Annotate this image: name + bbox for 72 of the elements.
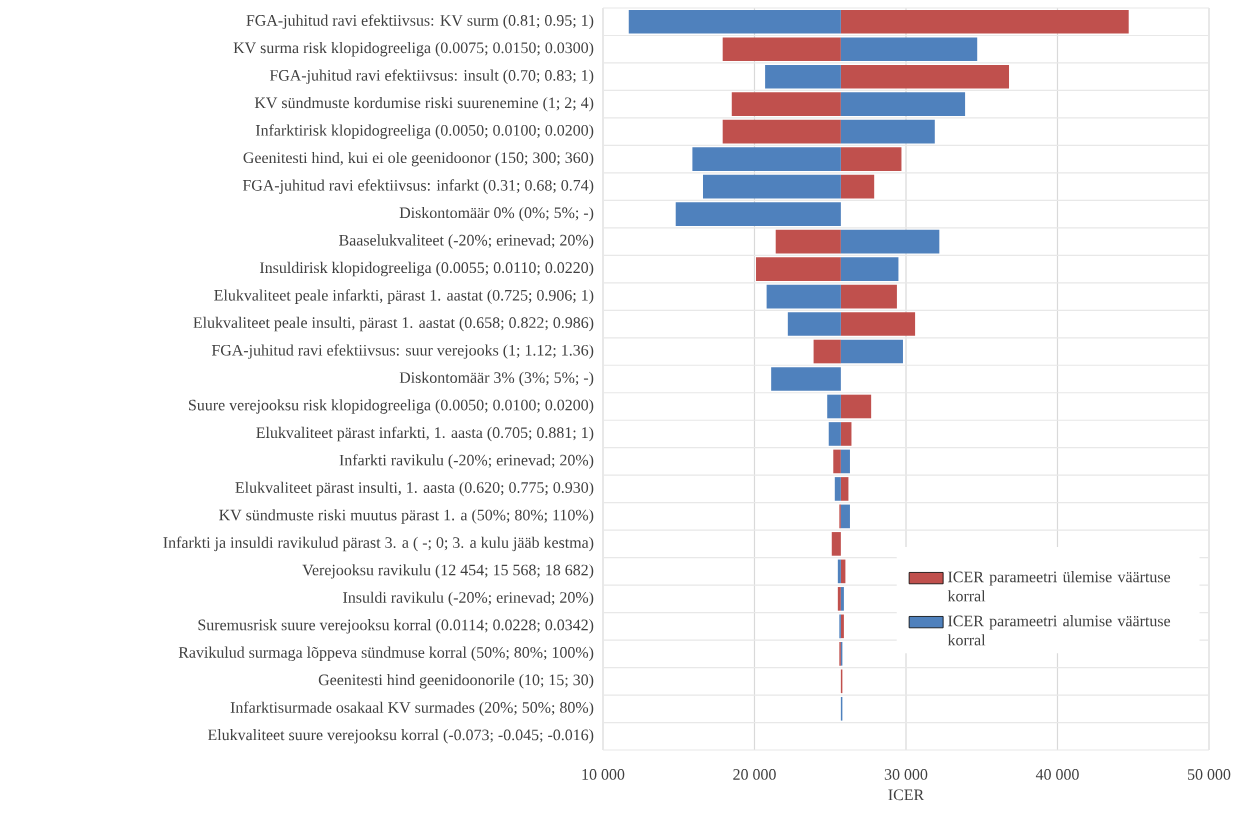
bar xyxy=(840,229,940,254)
y-tick-label: Ravikulud surmaga lõppeva sündmuse korral (50%; 80%; 100%) xyxy=(178,646,594,662)
y-tick-label: Suure verejooksu risk klopidogreeliga (0.0050; 0.0100; 0.0200) xyxy=(189,399,594,414)
y-tick-label: Infarktisurmade osakaal KV surmades (20%; 50%; 80%) xyxy=(230,701,594,717)
bar xyxy=(840,284,897,309)
y-tick-label: KV sündmuste kordumise riski suurenemine (1; 2; 4) xyxy=(254,96,594,112)
bar xyxy=(840,119,935,144)
bar xyxy=(722,37,841,62)
y-tick-label: Insuldirisk klopidogreeliga (0.0055; 0.0110; 0.0220) xyxy=(259,261,594,277)
x-tick-label: 50 000 xyxy=(1188,769,1231,780)
y-tick-label: Diskontomäär 3% (3%; 5%; -) xyxy=(399,371,594,387)
bar xyxy=(775,229,841,254)
y-tick-label: Elukvaliteet peale infarkti, pärast 1. aastat (0.725; 0.906; 1) xyxy=(214,289,594,304)
bar xyxy=(840,477,849,501)
y-tick-label: Geenitesti hind geenidoonorile (10; 15; 30) xyxy=(318,674,594,689)
bar xyxy=(840,394,872,419)
x-axis-title: ICER xyxy=(888,789,925,801)
bar xyxy=(765,64,841,89)
y-tick-label: Baaselukvaliteet (-20%; erinevad; 20%) xyxy=(339,234,594,249)
y-tick-label: Geenitesti hind, kui ei ole geenidoonor (150; 300; 360) xyxy=(243,151,594,167)
bar xyxy=(840,257,899,281)
bar xyxy=(692,147,841,171)
y-tick-label: FGA-juhitud ravi efektiivsus: infarkt (0.31; 0.68; 0.74) xyxy=(242,179,594,194)
x-tick-label: 30 000 xyxy=(884,769,928,780)
bar xyxy=(831,532,841,556)
bar xyxy=(834,477,841,501)
bar xyxy=(840,449,850,474)
y-tick-label: Diskontomäär 0% (0%; 5%; -) xyxy=(399,206,594,222)
y-tick-label: KV surma risk klopidogreeliga (0.0075; 0.0150; 0.0300) xyxy=(233,41,594,57)
bar xyxy=(840,9,1129,34)
bar xyxy=(840,422,852,446)
bar xyxy=(840,312,916,336)
bar xyxy=(787,312,841,336)
y-tick-label: Infarkti ja insuldi ravikulud pärast 3. a ( -; 0; 3. a kulu jääb kestma) xyxy=(163,536,594,552)
y-tick-label: FGA-juhitud ravi efektiivsus: suur verejooks (1; 1.12; 1.36) xyxy=(211,344,594,359)
x-tick-label: 40 000 xyxy=(1035,769,1079,780)
y-tick-label: FGA-juhitud ravi efektiivsus: KV surm (0.81; 0.95; 1) xyxy=(246,14,594,30)
bar xyxy=(840,64,1010,89)
y-tick-label: FGA-juhitud ravi efektiivsus: insult (0.70; 0.83; 1) xyxy=(269,69,594,85)
bar xyxy=(840,174,875,199)
bar xyxy=(827,394,841,419)
y-tick-label: Elukvaliteet pärast insulti, 1. aasta (0.620; 0.775; 0.930) xyxy=(235,481,594,497)
y-tick-label: Suremusrisk suure verejooksu korral (0.0114; 0.0228; 0.0342) xyxy=(198,619,594,634)
bar xyxy=(840,147,902,171)
bar xyxy=(840,37,978,62)
x-tick-label: 20 000 xyxy=(733,769,776,780)
y-tick-label: Infarkti ravikulu (-20%; erinevad; 20%) xyxy=(339,454,594,469)
y-tick-label: Verejooksu ravikulu (12 454; 15 568; 18 682) xyxy=(302,564,594,579)
y-tick-label: Infarktirisk klopidogreeliga (0.0050; 0.0100; 0.0200) xyxy=(255,124,594,139)
x-tick-label: 10 000 xyxy=(582,769,625,780)
y-tick-label: Elukvaliteet pärast infarkti, 1. aasta (0.705; 0.881; 1) xyxy=(256,426,594,442)
bar xyxy=(702,174,841,199)
bar xyxy=(771,367,841,391)
legend-label: ICER parameetri ülemise väärtuse korral xyxy=(947,571,1171,602)
bar xyxy=(756,257,841,281)
bar xyxy=(731,92,841,116)
bar xyxy=(833,449,841,474)
bar xyxy=(675,202,841,226)
bar xyxy=(828,422,841,446)
bar xyxy=(840,339,903,364)
bar xyxy=(628,9,841,34)
y-tick-label: KV sündmuste riski muutus pärast 1. a (50%; 80%; 110%) xyxy=(219,509,594,524)
legend-label: ICER parameetri alumise väärtuse korral xyxy=(947,615,1171,646)
bar xyxy=(766,284,841,309)
bar xyxy=(813,339,841,364)
bar xyxy=(837,559,841,584)
bar xyxy=(840,92,966,116)
y-tick-label: Elukvaliteet peale insulti, pärast 1. aastat (0.658; 0.822; 0.986) xyxy=(193,316,594,332)
bar xyxy=(840,504,850,529)
y-tick-label: Elukvaliteet suure verejooksu korral (-0.073; -0.045; -0.016) xyxy=(207,729,594,744)
y-tick-label: Insuldi ravikulu (-20%; erinevad; 20%) xyxy=(343,591,594,607)
bar xyxy=(722,119,841,144)
